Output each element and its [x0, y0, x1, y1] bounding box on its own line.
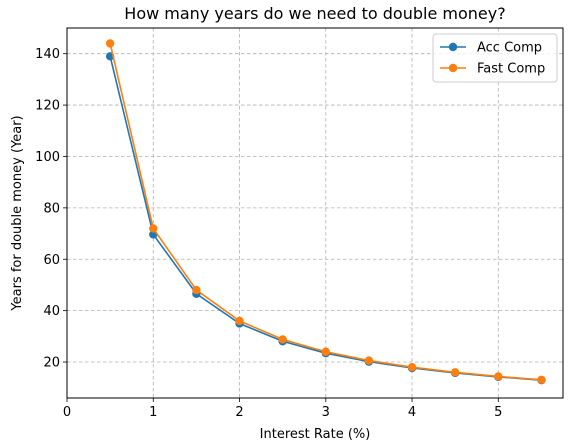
legend-label: Fast Comp — [477, 62, 545, 77]
data-point — [192, 285, 201, 295]
axis-ticks: 0 1 2 3 4 5 20 40 60 80 100 120 140 — [35, 47, 502, 420]
data-point — [537, 375, 546, 384]
data-point — [235, 316, 244, 326]
legend-marker — [448, 42, 458, 52]
legend-entry: Fast Comp — [440, 62, 545, 77]
x-tick-label: 5 — [494, 405, 502, 420]
data-point — [278, 335, 287, 344]
x-tick-label: 2 — [235, 405, 243, 420]
x-tick-label: 1 — [149, 405, 157, 420]
grid — [66, 28, 563, 398]
y-tick-label: 60 — [43, 253, 60, 268]
y-tick-label: 100 — [35, 150, 60, 165]
x-tick-label: 0 — [63, 405, 71, 420]
legend-box — [432, 33, 558, 83]
x-axis-label: Interest Rate (%) — [260, 427, 371, 440]
y-axis-label: Years for double money (Year) — [10, 115, 25, 311]
data-point — [105, 39, 115, 48]
data-point — [321, 347, 330, 356]
chart-title: How many years do we need to double mone… — [124, 4, 505, 23]
legend-marker — [448, 63, 458, 73]
legend: Acc Comp Fast Comp — [432, 33, 558, 83]
legend-entry: Acc Comp — [440, 41, 542, 56]
y-tick-label: 120 — [35, 99, 60, 114]
y-tick-label: 140 — [35, 47, 60, 62]
legend-label: Acc Comp — [477, 41, 542, 56]
y-tick-label: 40 — [43, 304, 60, 319]
data-point — [494, 372, 503, 381]
data-point — [450, 368, 460, 377]
data-point — [364, 356, 374, 365]
series-2 — [105, 39, 546, 384]
plot-series — [105, 39, 546, 385]
y-tick-label: 80 — [43, 201, 60, 216]
data-point — [407, 362, 417, 372]
x-tick-label: 3 — [322, 405, 330, 420]
x-tick-label: 4 — [408, 405, 416, 420]
y-tick-label: 20 — [43, 356, 60, 371]
plot-frame — [66, 27, 564, 399]
data-point — [149, 224, 158, 233]
